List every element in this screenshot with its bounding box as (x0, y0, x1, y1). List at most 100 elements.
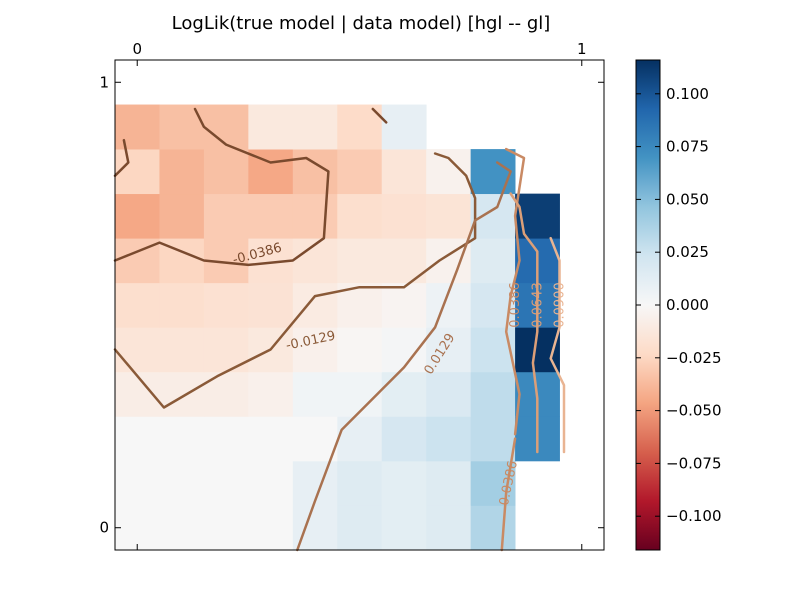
heatmap-cell (381, 104, 427, 150)
heatmap-cell (115, 282, 160, 328)
contour-label-text: 0.0900 (553, 282, 568, 328)
contour-line (504, 147, 526, 436)
heatmap-cell (426, 460, 472, 506)
axes: 0 1 0 1 (99, 40, 605, 551)
contour-line (113, 138, 130, 178)
heatmap-cell (426, 327, 472, 373)
heatmap-cell (426, 193, 472, 239)
heatmap-cell (203, 149, 249, 195)
heatmap-cell (426, 505, 472, 551)
contour-line (371, 107, 388, 124)
contour-line (500, 437, 517, 552)
y-tick-label: 1 (99, 73, 109, 91)
heatmap-cell (203, 104, 249, 150)
heatmap-cell (203, 505, 249, 551)
heatmap-cell (292, 416, 338, 462)
colorbar-tick-label: −0.025 (666, 349, 722, 367)
heatmap-cell (381, 505, 427, 551)
colorbar-tick-label: −0.100 (666, 507, 722, 525)
heatmap-cell (159, 505, 205, 551)
heatmap-cell (248, 505, 294, 551)
heatmap-cell (426, 149, 472, 195)
contour-line (113, 152, 477, 409)
colorbar-tick-label: 0.100 (666, 85, 709, 103)
contour-label-text: 0.0386 (508, 282, 523, 328)
heatmap-cell (381, 416, 427, 462)
heatmap-cell (337, 193, 383, 239)
heatmap-cell (470, 371, 516, 417)
heatmap-cell (203, 327, 249, 373)
heatmap-cell (203, 193, 249, 239)
heatmap-cell (159, 282, 205, 328)
heatmap-cell (248, 416, 294, 462)
heatmap-cell (470, 416, 516, 462)
x-tick-label: 0 (132, 40, 142, 58)
heatmap-cell (470, 149, 516, 195)
contour-line (113, 107, 330, 267)
heatmap-cell (337, 416, 383, 462)
heatmap-cell (337, 149, 383, 195)
heatmap-cell (159, 371, 205, 417)
heatmap-cell (470, 327, 516, 373)
heatmap-cell (292, 193, 338, 239)
heatmap-cell (292, 327, 338, 373)
contour-label-text: 0.0643 (530, 282, 545, 328)
heatmap-cell (337, 238, 383, 284)
colorbar-tick-label: 0.025 (666, 243, 709, 261)
heatmap-cell (381, 193, 427, 239)
contour-line (509, 192, 539, 454)
heatmap-cell (115, 416, 160, 462)
contour-line (549, 236, 566, 454)
heatmap-cell (159, 149, 205, 195)
heatmap-cell (159, 416, 205, 462)
heatmap-cell (337, 460, 383, 506)
heatmap-cell (115, 505, 160, 551)
heatmap-cell (115, 327, 160, 373)
heatmap-cell (248, 193, 294, 239)
heatmap-cell (381, 282, 427, 328)
heatmap-cell (159, 460, 205, 506)
heatmap-cells (115, 60, 604, 551)
heatmap-cell (337, 505, 383, 551)
chart-title: LogLik(true model | data model) [hgl -- … (172, 13, 551, 34)
colorbar-tick-label: 0.050 (666, 190, 709, 208)
heatmap-cell (381, 460, 427, 506)
heatmap-cell (248, 282, 294, 328)
heatmap-cell (470, 505, 516, 551)
y-tick-label: 0 (99, 519, 109, 537)
heatmap-cell (248, 104, 294, 150)
heatmap-cell (292, 104, 338, 150)
heatmap-cell (470, 238, 516, 284)
heatmap-cell (203, 282, 249, 328)
heatmap-cell (292, 149, 338, 195)
heatmap-cell (426, 416, 472, 462)
heatmap-cell (337, 327, 383, 373)
heatmap-cell (115, 104, 160, 150)
heatmap-cell (381, 371, 427, 417)
plot-frame (114, 59, 605, 551)
contour-line (296, 161, 512, 552)
heatmap-cell (248, 371, 294, 417)
heatmap-cell (426, 371, 472, 417)
heatmap-cell (115, 193, 160, 239)
contour-label: 0.0643 (530, 282, 545, 328)
heatmap-cell (203, 416, 249, 462)
heatmap-cell (159, 327, 205, 373)
contour-label: 0.0386 (508, 282, 523, 328)
colorbar: 0.100 0.075 0.050 0.025 0.000 −0.025 −0.050 −0.… (635, 59, 722, 551)
colorbar-tick-label: −0.050 (666, 402, 722, 420)
heatmap-cell (159, 104, 205, 150)
heatmap-cell (292, 282, 338, 328)
heatmap-cell (292, 371, 338, 417)
heatmap-cell (470, 193, 516, 239)
heatmap-cell (203, 371, 249, 417)
x-tick-label: 1 (577, 40, 587, 58)
heatmap-cell (115, 149, 160, 195)
heatmap-cell (115, 460, 160, 506)
heatmap-cell (337, 371, 383, 417)
colorbar-tick-label: 0.000 (666, 296, 709, 314)
heatmap-cell (203, 460, 249, 506)
heatmap-cell (381, 149, 427, 195)
colorbar-tick-label: 0.075 (666, 138, 709, 156)
